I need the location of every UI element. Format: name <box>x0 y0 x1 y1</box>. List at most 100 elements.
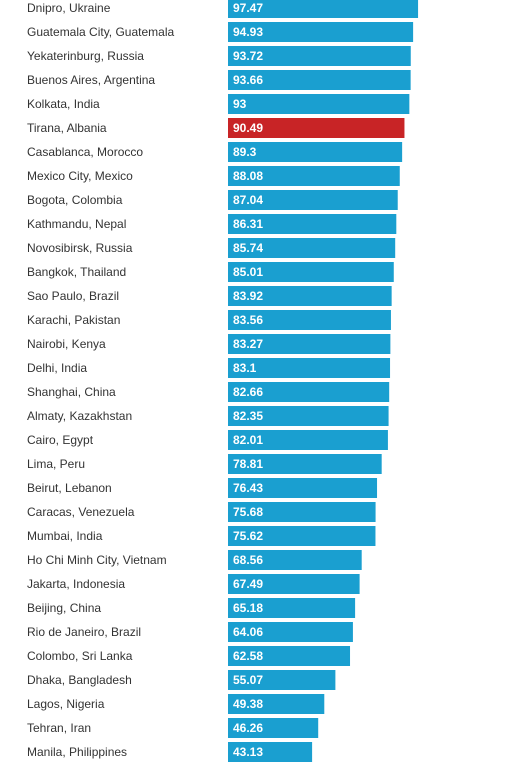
category-label: Mexico City, Mexico <box>27 169 133 183</box>
category-label: Bangkok, Thailand <box>27 265 126 279</box>
bar <box>228 262 394 282</box>
category-label: Tehran, Iran <box>27 721 91 735</box>
category-label: Karachi, Pakistan <box>27 313 120 327</box>
bar-row: Shanghai, China 82.66 <box>27 382 390 402</box>
category-label: Tirana, Albania <box>27 121 107 135</box>
category-label: Lima, Peru <box>27 457 85 471</box>
category-label: Buenos Aires, Argentina <box>27 73 155 87</box>
value-label: 46.26 <box>233 721 263 735</box>
value-label: 93.72 <box>233 49 263 63</box>
bar <box>228 430 388 450</box>
bar-row: Jakarta, Indonesia 67.49 <box>27 574 360 594</box>
value-label: 75.68 <box>233 505 263 519</box>
bar-row: Kolkata, India 93 <box>27 94 410 114</box>
value-label: 82.35 <box>233 409 263 423</box>
bar <box>228 334 391 354</box>
chart-rows: Dnipro, Ukraine 97.47 Guatemala City, Guat… <box>27 0 419 762</box>
category-label: Shanghai, China <box>27 385 116 399</box>
value-label: 68.56 <box>233 553 263 567</box>
bar-row: Yekaterinburg, Russia 93.72 <box>27 46 411 66</box>
bar-row: Dhaka, Bangladesh 55.07 <box>27 670 336 690</box>
value-label: 90.49 <box>233 121 263 135</box>
category-label: Manila, Philippines <box>27 745 127 759</box>
bar <box>228 46 411 66</box>
category-label: Bogota, Colombia <box>27 193 123 207</box>
bar <box>228 94 410 114</box>
bar <box>228 310 391 330</box>
value-label: 82.66 <box>233 385 263 399</box>
bar-row: Novosibirsk, Russia 85.74 <box>27 238 396 258</box>
bar <box>228 670 336 690</box>
value-label: 76.43 <box>233 481 263 495</box>
bar <box>228 454 382 474</box>
value-label: 64.06 <box>233 625 263 639</box>
bar-row: Sao Paulo, Brazil 83.92 <box>27 286 392 306</box>
bar-row: Buenos Aires, Argentina 93.66 <box>27 70 411 90</box>
bar <box>228 382 390 402</box>
category-label: Casablanca, Morocco <box>27 145 143 159</box>
highlighted-bar <box>228 118 405 138</box>
bar <box>228 478 378 498</box>
value-label: 75.62 <box>233 529 263 543</box>
category-label: Cairo, Egypt <box>27 433 94 447</box>
value-label: 97.47 <box>233 1 263 15</box>
value-label: 93 <box>233 97 247 111</box>
value-label: 43.13 <box>233 745 263 759</box>
bar-row: Ho Chi Minh City, Vietnam 68.56 <box>27 550 362 570</box>
category-label: Dnipro, Ukraine <box>27 1 111 15</box>
bar-row: Almaty, Kazakhstan 82.35 <box>27 406 389 426</box>
category-label: Dhaka, Bangladesh <box>27 673 132 687</box>
bar <box>228 646 351 666</box>
bar <box>228 502 376 522</box>
bar-row: Caracas, Venezuela 75.68 <box>27 502 376 522</box>
category-label: Colombo, Sri Lanka <box>27 649 133 663</box>
bar-row: Tehran, Iran 46.26 <box>27 718 319 738</box>
category-label: Novosibirsk, Russia <box>27 241 133 255</box>
bar-row: Rio de Janeiro, Brazil 64.06 <box>27 622 353 642</box>
category-label: Ho Chi Minh City, Vietnam <box>27 553 167 567</box>
value-label: 94.93 <box>233 25 263 39</box>
bar-row: Mexico City, Mexico 88.08 <box>27 166 400 186</box>
value-label: 62.58 <box>233 649 263 663</box>
value-label: 83.1 <box>233 361 257 375</box>
bar <box>228 358 391 378</box>
category-label: Guatemala City, Guatemala <box>27 25 175 39</box>
bar <box>228 526 376 546</box>
value-label: 65.18 <box>233 601 263 615</box>
category-label: Sao Paulo, Brazil <box>27 289 119 303</box>
category-label: Beirut, Lebanon <box>27 481 112 495</box>
category-label: Kathmandu, Nepal <box>27 217 126 231</box>
bar-row: Delhi, India 83.1 <box>27 358 391 378</box>
bar <box>228 190 398 210</box>
bar-row: Lagos, Nigeria 49.38 <box>27 694 325 714</box>
value-label: 88.08 <box>233 169 263 183</box>
value-label: 89.3 <box>233 145 257 159</box>
bar <box>228 238 396 258</box>
category-label: Beijing, China <box>27 601 101 615</box>
bar <box>228 142 403 162</box>
bar-row: Manila, Philippines 43.13 <box>27 742 313 762</box>
bar-row: Colombo, Sri Lanka 62.58 <box>27 646 351 666</box>
bar <box>228 22 414 42</box>
bar <box>228 742 313 762</box>
bar <box>228 694 325 714</box>
category-label: Mumbai, India <box>27 529 103 543</box>
bar <box>228 598 356 618</box>
value-label: 85.74 <box>233 241 263 255</box>
category-label: Jakarta, Indonesia <box>27 577 125 591</box>
value-label: 49.38 <box>233 697 263 711</box>
bar-row: Bangkok, Thailand 85.01 <box>27 262 394 282</box>
bar <box>228 622 353 642</box>
bar-row: Beirut, Lebanon 76.43 <box>27 478 378 498</box>
category-label: Delhi, India <box>27 361 87 375</box>
category-label: Almaty, Kazakhstan <box>27 409 132 423</box>
bar <box>228 286 392 306</box>
value-label: 86.31 <box>233 217 263 231</box>
bar-row: Bogota, Colombia 87.04 <box>27 190 398 210</box>
bar <box>228 406 389 426</box>
value-label: 87.04 <box>233 193 263 207</box>
category-label: Yekaterinburg, Russia <box>27 49 144 63</box>
bar <box>228 550 362 570</box>
value-label: 93.66 <box>233 73 263 87</box>
category-label: Lagos, Nigeria <box>27 697 105 711</box>
